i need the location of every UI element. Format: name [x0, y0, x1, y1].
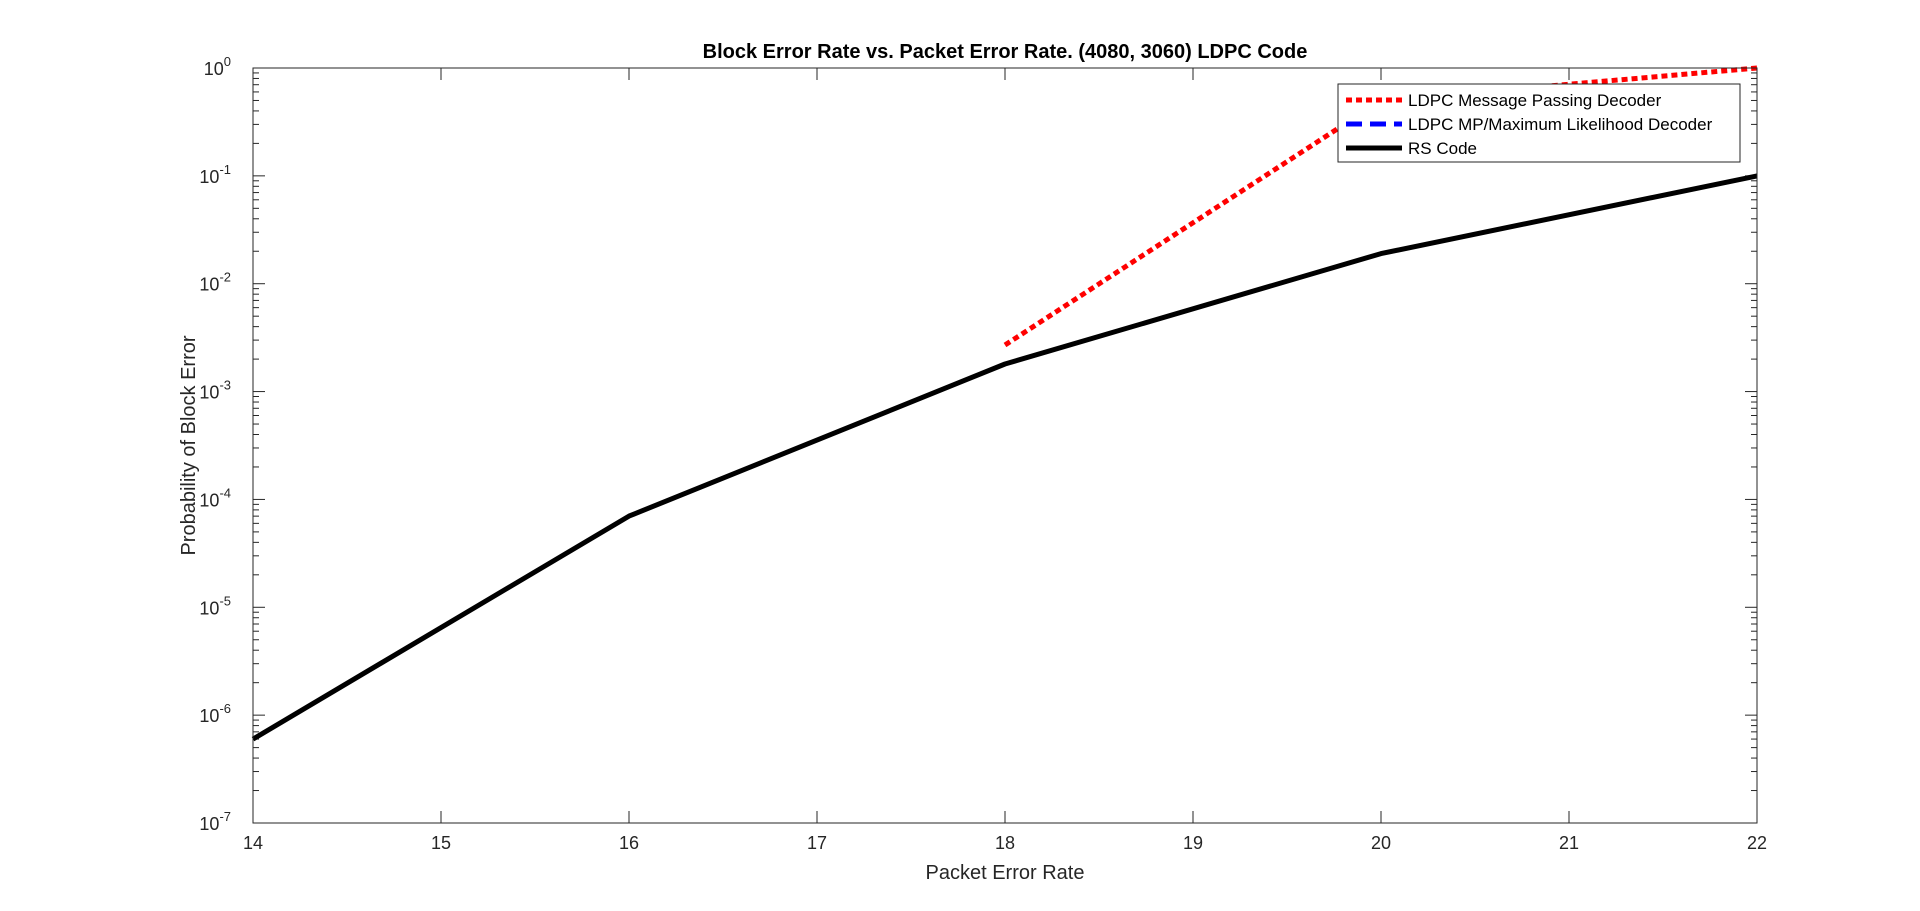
- y-tick-label: 10-6: [199, 701, 231, 726]
- plot-border: [252, 67, 1758, 824]
- chart-title: Block Error Rate vs. Packet Error Rate. …: [703, 41, 1308, 63]
- x-tick-label: 17: [807, 833, 827, 853]
- x-tick-label: 20: [1371, 833, 1391, 853]
- y-tick-label: 10-7: [199, 809, 231, 834]
- series-layer: [251, 65, 1758, 742]
- y-axis-title: Probability of Block Error: [178, 335, 200, 555]
- x-axis-title: Packet Error Rate: [926, 862, 1085, 884]
- y-tick-label: 10-4: [199, 485, 231, 510]
- legend-label-rs-code: RS Code: [1408, 139, 1477, 158]
- x-tick-label: 22: [1747, 833, 1767, 853]
- plot-area: [253, 68, 1757, 823]
- y-tick-label: 10-3: [199, 378, 231, 403]
- y-tick-label: 10-1: [199, 162, 231, 187]
- x-tick-label: 19: [1183, 833, 1203, 853]
- legend-box: [1337, 83, 1741, 163]
- legend: LDPC Message Passing Decoder LDPC MP/Max…: [1337, 83, 1741, 163]
- legend-label-ldpc-message-passing: LDPC Message Passing Decoder: [1408, 91, 1662, 110]
- series-line-rs-code: [251, 173, 1758, 742]
- y-tick-label: 10-2: [199, 270, 231, 295]
- x-tick-label: 16: [619, 833, 639, 853]
- x-tick-label: 21: [1559, 833, 1579, 853]
- y-tick-label: 100: [204, 54, 231, 79]
- tick-labels: 14 15 16 17 18 19 20 21 22 100 10-1 10-2 10-3 10-4 10-…: [199, 54, 1767, 853]
- x-tick-label: 14: [243, 833, 263, 853]
- x-tick-label: 15: [431, 833, 451, 853]
- y-tick-label: 10-5: [199, 593, 231, 618]
- series-line-ldpc-message-passing: [1003, 65, 1758, 348]
- legend-label-ldpc-mp-ml: LDPC MP/Maximum Likelihood Decoder: [1408, 115, 1713, 134]
- x-tick-label: 18: [995, 833, 1015, 853]
